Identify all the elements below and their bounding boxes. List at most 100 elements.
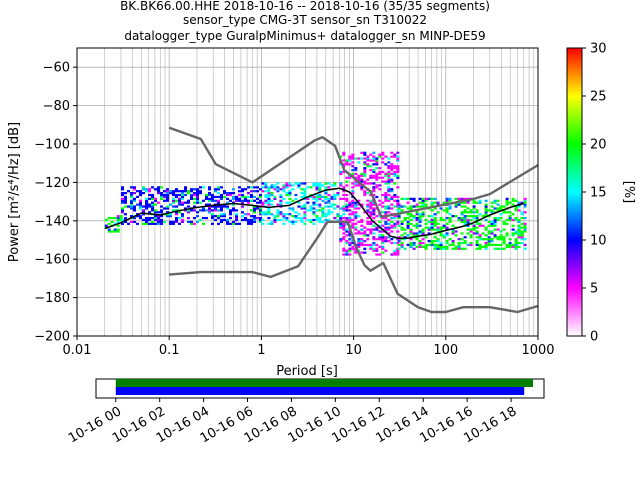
density-cell: [288, 197, 292, 200]
density-cell: [318, 203, 322, 206]
density-cell: [403, 232, 407, 235]
density-cell: [264, 195, 268, 199]
density-cell: [369, 165, 373, 168]
density-cell: [430, 226, 434, 229]
density-cell: [409, 243, 413, 247]
density-cell: [363, 232, 367, 235]
density-cell: [387, 170, 391, 174]
density-cell: [439, 226, 443, 229]
density-cell: [508, 218, 512, 222]
density-cell: [192, 205, 196, 208]
density-cell: [418, 218, 422, 222]
density-cell: [393, 195, 397, 199]
density-cell: [228, 193, 232, 197]
density-cell: [378, 188, 382, 191]
density-cell: [493, 224, 497, 227]
density-cell: [183, 209, 187, 212]
density-cell: [433, 220, 437, 224]
density-cell: [306, 201, 310, 204]
density-cell: [138, 193, 142, 197]
density-cell: [511, 234, 515, 237]
density-cell: [490, 211, 494, 214]
density-cell: [354, 182, 358, 185]
density-cell: [451, 240, 455, 243]
density-cell: [430, 240, 434, 243]
density-cell: [433, 201, 437, 204]
density-cell: [351, 155, 355, 158]
density-cell: [499, 230, 503, 233]
density-cell: [454, 197, 458, 200]
density-cell: [255, 201, 259, 204]
density-cell: [297, 213, 301, 216]
density-cell: [246, 186, 250, 189]
density-cell: [171, 197, 175, 200]
density-cell: [415, 205, 419, 208]
density-cell: [517, 220, 521, 224]
density-cell: [267, 193, 271, 197]
density-cell: [318, 218, 322, 222]
density-cell: [387, 186, 391, 189]
density-cell: [132, 205, 136, 208]
density-cell: [363, 190, 367, 193]
density-cell: [107, 222, 111, 225]
density-cell: [433, 216, 437, 220]
density-cell: [436, 203, 440, 206]
density-cell: [451, 247, 455, 250]
density-cell: [387, 197, 391, 200]
density-cell: [354, 157, 358, 160]
density-cell: [345, 249, 349, 252]
density-cell: [348, 243, 352, 247]
density-cell: [490, 240, 494, 243]
density-cell: [351, 224, 355, 227]
density-cell: [442, 201, 446, 204]
density-cell: [324, 197, 328, 200]
density-cell: [177, 203, 181, 206]
density-cell: [400, 197, 404, 200]
density-cell: [418, 205, 422, 208]
density-cell: [418, 213, 422, 216]
density-cell: [222, 195, 226, 199]
density-cell: [421, 230, 425, 233]
density-cell: [445, 241, 449, 245]
density-cell: [466, 224, 470, 227]
density-cell: [363, 234, 367, 237]
density-cell: [387, 226, 391, 229]
density-cell: [282, 222, 286, 225]
density-cell: [393, 205, 397, 208]
density-cell: [397, 207, 401, 210]
density-cell: [156, 190, 160, 193]
density-cell: [345, 241, 349, 245]
density-cell: [123, 195, 127, 199]
density-cell: [156, 218, 160, 222]
density-cell: [294, 182, 298, 185]
density-cell: [153, 211, 157, 214]
density-cell: [174, 213, 178, 216]
density-cell: [487, 243, 491, 247]
density-cell: [267, 192, 271, 195]
density-cell: [303, 203, 307, 206]
density-cell: [240, 188, 244, 191]
density-cell: [282, 186, 286, 189]
density-cell: [520, 234, 524, 237]
density-cell: [147, 222, 151, 225]
density-cell: [330, 203, 334, 206]
density-cell: [400, 241, 404, 245]
density-cell: [397, 247, 401, 250]
density-cell: [478, 234, 482, 237]
density-cell: [321, 209, 325, 212]
density-cell: [228, 211, 232, 214]
density-cell: [339, 170, 343, 174]
density-cell: [505, 211, 509, 214]
density-cell: [279, 195, 283, 199]
density-cell: [484, 199, 488, 202]
density-cell: [249, 186, 253, 189]
density-cell: [354, 207, 358, 210]
density-cell: [219, 193, 223, 197]
density-cell: [342, 163, 346, 166]
density-cell: [520, 213, 524, 216]
density-cell: [406, 201, 410, 204]
density-cell: [387, 205, 391, 208]
density-cell: [387, 167, 391, 170]
density-cell: [300, 218, 304, 222]
density-cell: [372, 207, 376, 210]
